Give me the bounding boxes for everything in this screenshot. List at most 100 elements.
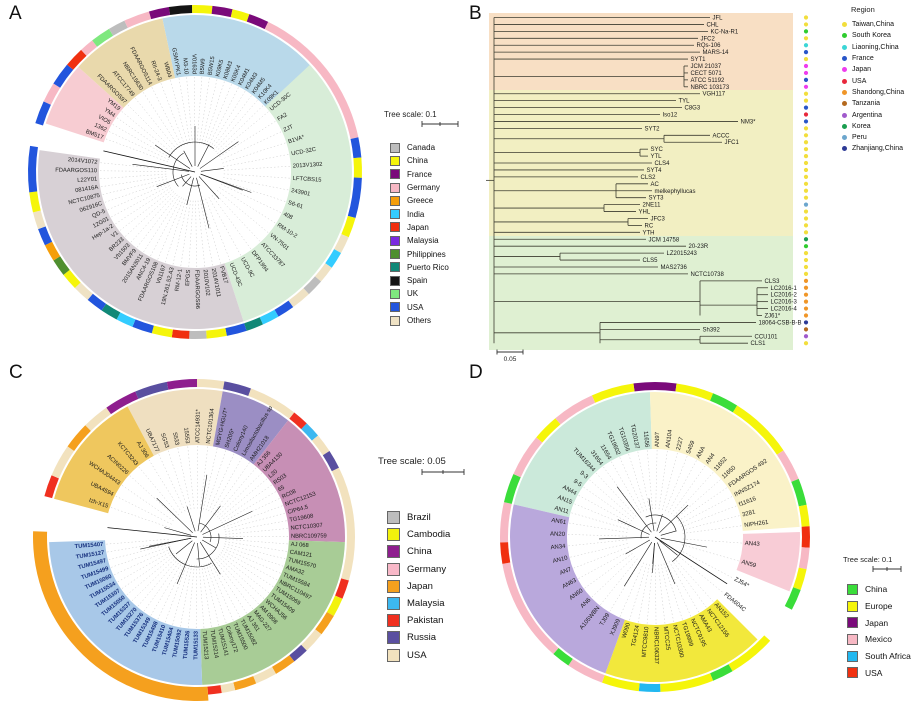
taxon-region-dot [803, 271, 809, 277]
guide-line [220, 183, 282, 213]
ring-segment [732, 405, 784, 455]
guide-line [619, 562, 644, 617]
taxon-label: 408 [282, 212, 293, 222]
legend-label: USA [407, 649, 427, 661]
branch-line [156, 497, 193, 534]
branch-line [175, 540, 193, 555]
guide-line [201, 564, 212, 627]
guide-line [657, 564, 666, 624]
panel-d-tree: AN11AN15AN449-59-3TUM163443165411654TG19… [500, 382, 810, 692]
guide-line [215, 557, 259, 605]
taxon-label: ANA [696, 446, 707, 460]
legend-row: USA [387, 647, 450, 664]
panel-c-legend: Brazil Cambodia China Germany Japan Malaysia P… [387, 509, 450, 664]
tree-scale-a-bar [421, 121, 459, 127]
ring-segment [513, 437, 543, 478]
legend-label: South Africa [865, 651, 911, 662]
legend-swatch [390, 235, 400, 246]
taxon-label: CLS3 [765, 279, 781, 285]
taxon-label: AN7 [559, 567, 573, 577]
guide-line [665, 456, 688, 512]
legend-swatch [390, 195, 400, 206]
branch-arc [180, 174, 201, 187]
guide-line [208, 196, 241, 256]
guide-line [195, 564, 198, 628]
guide-line [202, 198, 221, 264]
guide-line [670, 465, 706, 515]
guide-line [213, 192, 261, 242]
guide-line [681, 505, 737, 528]
clade-block [489, 13, 793, 90]
guide-line [196, 446, 199, 510]
guide-line [224, 520, 287, 533]
ring-segment [289, 644, 307, 662]
tree-scale-d-label: Tree scale: 0.1 [843, 555, 893, 564]
guide-line [127, 104, 176, 153]
taxon-region-dot [803, 278, 809, 283]
taxon-label: SYC [651, 147, 664, 153]
taxon-label: FA2 [277, 112, 289, 123]
legend-label: Liaoning,China [852, 43, 899, 51]
guide-line [675, 479, 721, 519]
guide-line [111, 185, 171, 218]
legend-label: Malaysia [407, 236, 439, 246]
legend-label: Mexico [865, 634, 892, 645]
band-sector-pink-clade [45, 66, 124, 143]
taxon-label: SYT1 [691, 57, 707, 63]
branch-arc [645, 514, 677, 532]
legend-label: Spain [407, 276, 428, 286]
legend-label: France [852, 55, 874, 63]
taxon-region-dot [803, 147, 809, 152]
band-sector-bright-yellow-clade [605, 599, 758, 682]
branch-line [156, 173, 190, 187]
ring-segment [148, 7, 171, 20]
guide-line [217, 555, 265, 599]
taxon-label: TG4124 [631, 624, 641, 647]
guide-line [578, 495, 631, 524]
guide-line [108, 131, 170, 161]
ring-segment [798, 547, 810, 570]
guide-line [600, 558, 638, 605]
taxon-label: 2014V1011 [210, 268, 221, 298]
legend-row: Zhanjiang,China [842, 143, 904, 154]
ring-segment [502, 562, 559, 654]
legend-label: Others [407, 316, 432, 325]
branch-line [186, 506, 196, 532]
ring-segment [553, 647, 573, 666]
taxon-region-dot [803, 230, 809, 235]
branch-line [202, 536, 243, 539]
ring-segment [801, 526, 810, 548]
guide-line [121, 485, 175, 522]
tree-scale-c-bar [421, 469, 465, 475]
taxon-label: KC-Na-R1 [711, 29, 739, 35]
guide-line [628, 454, 647, 511]
guide-line [212, 462, 250, 515]
taxon-region-dot [803, 119, 809, 124]
branch-line [616, 486, 652, 533]
legend-swatch [390, 155, 400, 166]
guide-line [129, 475, 177, 519]
guide-line [114, 548, 172, 575]
legend-swatch [842, 22, 847, 28]
taxon-label: melkephyllucas [655, 189, 696, 195]
ring-segment [274, 300, 294, 317]
guide-line [681, 544, 739, 562]
taxon-region-dot [803, 285, 809, 290]
guide-line [199, 199, 213, 266]
guide-line [224, 528, 288, 535]
guide-line [619, 457, 644, 512]
ring-segment [53, 64, 74, 88]
legend-row: Shandong,China [842, 87, 904, 98]
guide-line [110, 507, 171, 529]
tree-scale-a-label: Tree scale: 0.1 [384, 110, 437, 119]
guide-line [205, 450, 226, 511]
guide-line [202, 448, 218, 510]
legend-label: Japan [865, 617, 889, 628]
tree-scale-a: Tree scale: 0.1 [384, 110, 462, 130]
taxon-region-dot [803, 91, 809, 96]
taxon-label: AN34 [550, 544, 566, 552]
ring-segment [264, 21, 359, 139]
taxon-label: 11656 [642, 431, 649, 448]
ring-segment [728, 635, 771, 672]
taxon-label: FVB17 [218, 266, 229, 285]
